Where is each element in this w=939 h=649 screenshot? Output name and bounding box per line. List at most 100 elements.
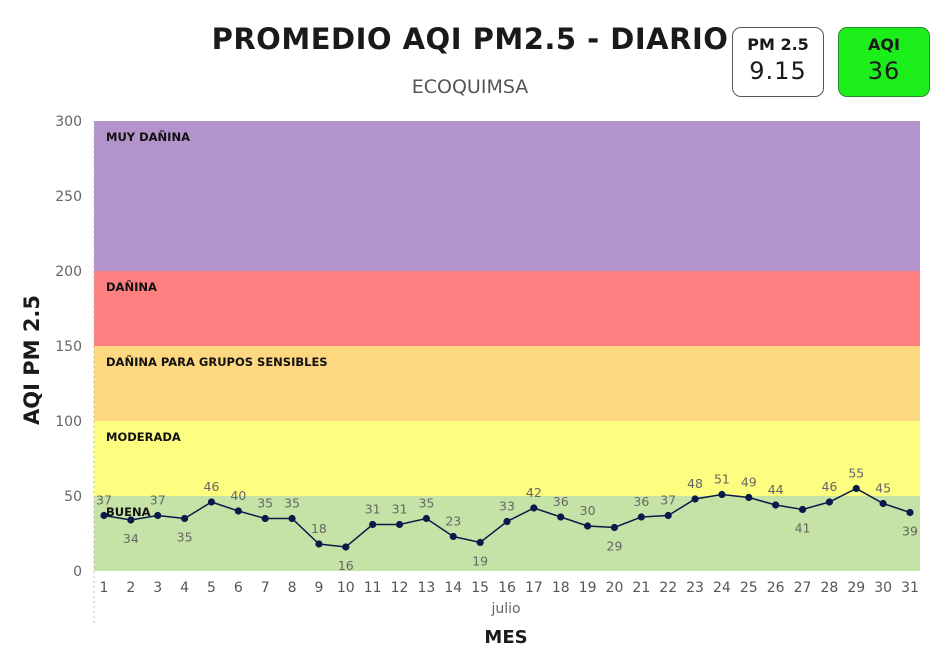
data-label: 31 <box>392 502 408 517</box>
data-point <box>557 513 565 521</box>
data-label: 36 <box>553 494 569 509</box>
x-tick-label: 10 <box>337 580 355 596</box>
x-tick-label: 13 <box>417 580 435 596</box>
x-tick-label: 6 <box>234 580 243 596</box>
data-point <box>315 540 323 548</box>
data-point <box>181 514 189 523</box>
y-tick-label: 150 <box>55 339 82 355</box>
data-label: 18 <box>311 521 327 536</box>
x-tick-label: 15 <box>471 580 489 596</box>
data-point <box>718 490 726 499</box>
data-label: 46 <box>821 479 837 494</box>
aqi-band-muy-dañina <box>94 121 920 271</box>
data-label: 45 <box>875 481 891 496</box>
y-axis-title: AQI PM 2.5 <box>20 294 44 426</box>
data-label: 35 <box>177 530 193 545</box>
y-axis-title-wrap: AQI PM 2.5 <box>12 295 52 425</box>
x-tick-label: 22 <box>659 580 677 596</box>
data-label: 34 <box>123 531 139 546</box>
data-label: 42 <box>526 485 542 500</box>
x-tick-label: 25 <box>740 580 758 596</box>
data-point <box>825 498 834 506</box>
band-label: MODERADA <box>106 430 181 444</box>
y-tick-label: 300 <box>55 114 82 130</box>
data-point <box>745 493 753 502</box>
data-point <box>100 511 108 520</box>
y-tick-label: 100 <box>55 414 82 430</box>
data-label: 35 <box>257 496 273 511</box>
x-tick-label: 26 <box>767 580 785 596</box>
data-point <box>879 499 887 508</box>
data-label: 55 <box>848 466 864 481</box>
data-label: 31 <box>365 502 381 517</box>
y-tick-label: 0 <box>73 564 82 580</box>
aqi-band-moderada <box>94 421 920 496</box>
band-label: BUENA <box>106 505 151 519</box>
chart-title: PROMEDIO AQI PM2.5 - DIARIO <box>211 22 729 56</box>
band-label: DAÑINA PARA GRUPOS SENSIBLES <box>106 354 328 369</box>
x-axis-group-label: julio <box>491 601 521 617</box>
data-label: 37 <box>96 493 112 508</box>
data-point <box>395 520 404 529</box>
data-point <box>342 543 350 551</box>
data-label: 23 <box>445 514 461 529</box>
pm25-card-label: PM 2.5 <box>747 35 809 54</box>
aqi-card-label: AQI <box>868 35 900 54</box>
data-point <box>798 505 807 514</box>
data-point <box>476 538 484 547</box>
aqi-card: AQI 36 <box>838 27 930 97</box>
x-tick-label: 28 <box>820 580 838 596</box>
data-point <box>530 504 538 512</box>
x-tick-label: 30 <box>874 580 892 596</box>
x-tick-label: 9 <box>314 580 323 596</box>
x-tick-label: 31 <box>901 580 919 596</box>
x-tick-label: 11 <box>364 580 382 596</box>
x-tick-label: 2 <box>126 580 135 596</box>
x-tick-label: 17 <box>525 580 543 596</box>
x-tick-label: 19 <box>579 580 597 596</box>
data-label: 35 <box>284 496 300 511</box>
data-point <box>852 484 860 493</box>
data-label: 16 <box>338 558 354 573</box>
data-label: 39 <box>902 524 918 539</box>
x-tick-label: 8 <box>288 580 297 596</box>
data-label: 29 <box>607 539 623 554</box>
aqi-band-dañina-para-grupos-sensibles <box>94 346 920 421</box>
data-point <box>691 495 699 503</box>
band-label: DAÑINA <box>106 279 157 294</box>
x-tick-label: 29 <box>847 580 865 596</box>
data-point <box>503 517 511 526</box>
data-label: 35 <box>418 496 434 511</box>
x-tick-label: 23 <box>686 580 704 596</box>
aqi-band-dañina <box>94 271 920 346</box>
data-point <box>154 511 162 520</box>
data-point <box>637 513 645 521</box>
chart-subtitle: ECOQUIMSA <box>411 76 529 98</box>
data-label: 48 <box>687 476 703 491</box>
data-point <box>584 522 592 530</box>
data-point <box>127 516 135 524</box>
data-point <box>422 514 430 523</box>
y-tick-label: 50 <box>64 489 82 505</box>
data-point <box>369 520 377 529</box>
data-point <box>906 508 914 517</box>
data-point <box>288 514 296 523</box>
x-tick-label: 12 <box>391 580 409 596</box>
data-label: 44 <box>768 482 784 497</box>
x-tick-label: 27 <box>794 580 812 596</box>
data-point <box>772 501 780 509</box>
pm25-card-value: 9.15 <box>749 57 807 85</box>
data-point <box>449 532 457 541</box>
data-point <box>610 523 619 532</box>
data-point <box>207 498 216 506</box>
data-label: 41 <box>795 521 811 536</box>
data-label: 51 <box>714 472 730 487</box>
data-point <box>261 514 269 523</box>
data-point <box>664 511 672 520</box>
x-tick-label: 14 <box>444 580 462 596</box>
x-tick-label: 16 <box>498 580 516 596</box>
x-axis-title: MES <box>484 627 528 648</box>
data-label: 36 <box>633 494 649 509</box>
x-tick-label: 24 <box>713 580 731 596</box>
data-label: 37 <box>150 493 166 508</box>
